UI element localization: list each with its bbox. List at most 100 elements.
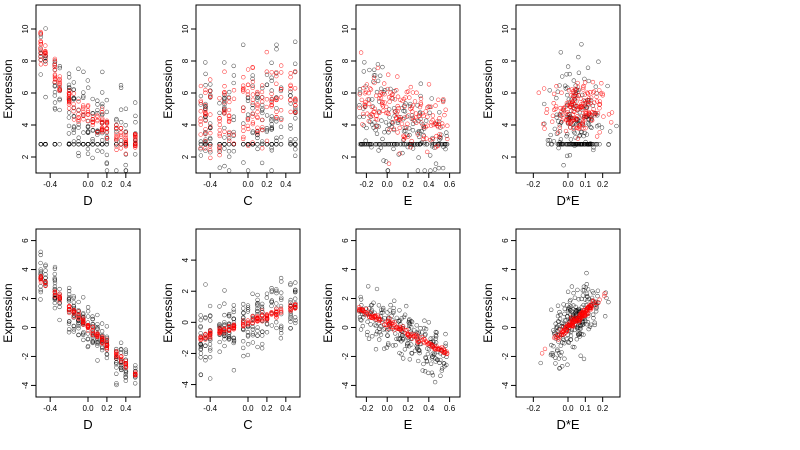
fitted-point [43,43,48,48]
observed-point [412,142,418,147]
observed-point [403,101,408,106]
fitted-point [52,294,58,299]
observed-point [66,297,72,302]
y-tick-label: 6 [21,90,30,95]
x-tick-label: 0.2 [261,180,273,189]
fitted-point [423,109,428,114]
y-axis-label: Expression [1,59,15,118]
observed-point [357,314,363,320]
observed-point [52,264,58,270]
fitted-point [274,114,279,120]
observed-point [568,337,573,342]
observed-point [278,142,284,147]
y-tick-label: 2 [181,288,190,293]
observed-point [429,370,435,375]
observed-point [104,161,109,166]
y-tick-label: 2 [501,296,510,301]
fitted-point [382,322,387,327]
y-tick-label: 2 [181,154,190,159]
observed-point [388,302,393,308]
fitted-point [119,360,124,365]
fitted-point [400,324,406,329]
observed-point [433,161,439,166]
fitted-point [544,110,549,115]
observed-point [606,142,611,147]
fitted-point [52,67,58,73]
fitted-point [231,132,236,137]
observed-point [95,358,100,363]
observed-point [203,137,208,142]
observed-point [596,122,601,128]
observed-point [568,307,573,313]
fitted-point [415,334,421,339]
y-tick-label: 4 [341,267,350,272]
observed-point [269,60,274,65]
fitted-point [222,327,227,333]
observed-point [401,129,407,134]
fitted-point [133,145,138,150]
observed-point [424,118,429,123]
observed-point [538,360,543,366]
observed-point [222,125,227,131]
observed-point [558,50,563,55]
y-tick-label: 6 [501,90,510,95]
fitted-point [571,93,576,98]
observed-point [269,118,274,124]
observed-point [66,131,72,136]
fitted-point [198,100,204,105]
fitted-point [389,92,395,98]
fitted-point [217,127,222,133]
fitted-point [245,123,250,129]
fitted-point [358,50,364,55]
observed-point [440,142,445,147]
fitted-point [556,337,561,342]
fitted-point [581,87,586,92]
fitted-point [241,83,246,88]
fitted-point [433,145,439,150]
fitted-point [217,152,222,158]
observed-point [372,67,377,72]
fitted-point [382,100,387,105]
y-tick-label: 6 [341,238,350,243]
fitted-point [571,126,576,131]
observed-series [38,249,138,388]
observed-point [288,89,293,94]
fitted-point [595,110,601,116]
fitted-point [366,101,372,107]
observed-point [90,314,95,319]
fitted-point [571,90,576,96]
fitted-point [208,328,213,333]
fitted-point [597,99,603,104]
fitted-point [587,303,592,308]
fitted-point [208,124,213,129]
fitted-point [81,117,86,122]
observed-point [118,365,124,370]
fitted-point [99,127,105,132]
fitted-point [564,324,569,329]
fitted-point [606,112,612,117]
observed-point [564,153,570,159]
observed-point [549,307,554,312]
observed-point [443,341,448,346]
fitted-point [401,96,407,102]
observed-point [114,116,119,122]
fitted-point [222,110,227,115]
fitted-point [293,97,298,102]
fitted-point [576,126,582,131]
fitted-series [198,302,298,342]
observed-point [359,142,364,147]
observed-point [123,349,129,354]
fitted-point [557,125,562,130]
fitted-point [95,114,100,119]
fitted-point [602,293,607,299]
observed-point [66,330,72,335]
observed-point [71,295,76,301]
observed-point [572,295,578,300]
fitted-point [409,105,415,110]
observed-point [424,359,430,364]
observed-point [614,123,619,129]
fitted-point [222,107,227,112]
observed-point [361,69,366,74]
